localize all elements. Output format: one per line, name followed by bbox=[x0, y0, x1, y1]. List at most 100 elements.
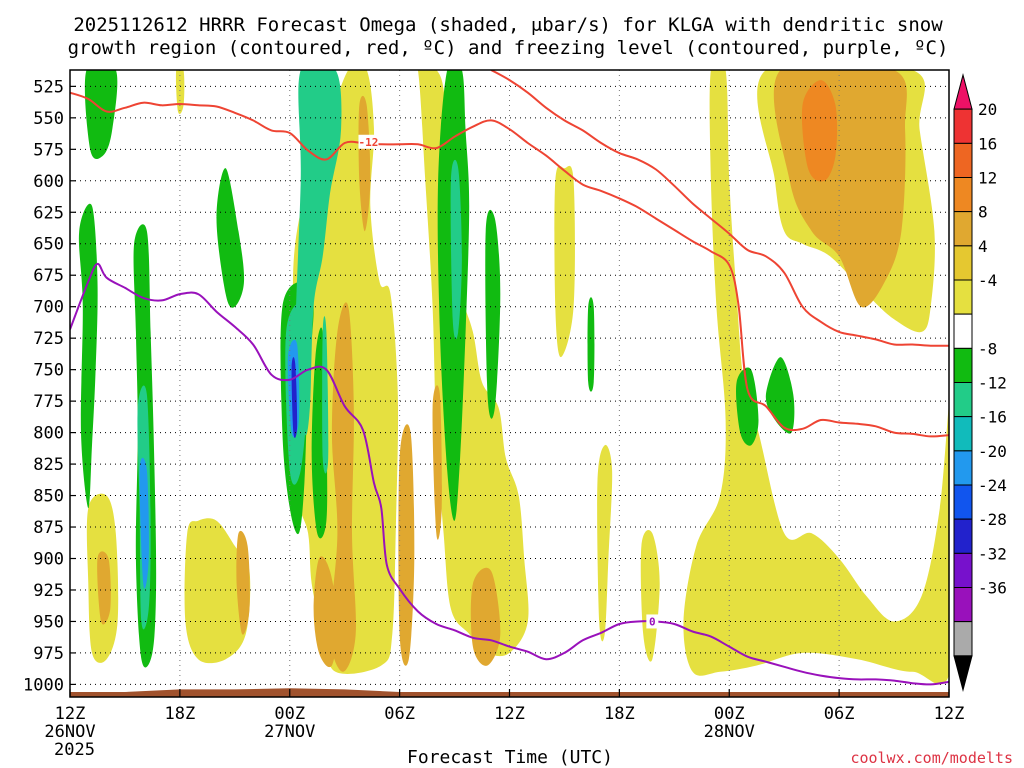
colorbar-bin-2 bbox=[953, 142, 973, 178]
colorbar-bin-12 bbox=[953, 484, 973, 520]
dgz-contour-1 bbox=[490, 70, 949, 347]
colorbar-bin-0 bbox=[953, 73, 973, 110]
colorbar-label-10: -24 bbox=[978, 476, 1007, 495]
colorbar-label-4: 4 bbox=[978, 237, 988, 256]
omega-region-13 bbox=[329, 302, 356, 672]
dgz-label-bg bbox=[358, 134, 379, 149]
y-tick-label-900: 900 bbox=[33, 550, 64, 570]
omega-region-5 bbox=[554, 165, 575, 358]
y-tick-label-850: 850 bbox=[33, 487, 64, 507]
omega-region-7 bbox=[640, 530, 660, 662]
colorbar-label-6: -8 bbox=[978, 339, 997, 358]
colorbar-label-12: -32 bbox=[978, 544, 1007, 563]
omega-region-16 bbox=[236, 530, 250, 635]
y-tick-label-650: 650 bbox=[33, 235, 64, 255]
colorbar-bin-3 bbox=[953, 177, 973, 213]
dgz-contour-label: -12 bbox=[359, 136, 379, 149]
y-tick-label-750: 750 bbox=[33, 361, 64, 381]
plot-area: -12 0 bbox=[70, 70, 949, 697]
colorbar-label-7: -12 bbox=[978, 374, 1007, 393]
y-tick-label-825: 825 bbox=[33, 455, 64, 475]
colorbar-label-13: -36 bbox=[978, 579, 1007, 598]
y-tick-label-625: 625 bbox=[33, 203, 64, 223]
y-tick-label-525: 525 bbox=[33, 77, 64, 97]
x-tick-label-6: 18Z bbox=[165, 704, 196, 724]
y-tick-label-675: 675 bbox=[33, 266, 64, 286]
y-tick-label-700: 700 bbox=[33, 298, 64, 318]
colorbar-bin-4 bbox=[953, 211, 973, 247]
colorbar-label-11: -28 bbox=[978, 510, 1007, 529]
colorbar-bin-6 bbox=[953, 279, 973, 315]
omega-region-28 bbox=[485, 209, 501, 419]
omega-region-14 bbox=[313, 556, 338, 668]
chart-title-line2: growth region (contoured, red, ºC) and f… bbox=[68, 37, 949, 59]
y-tick-label-800: 800 bbox=[33, 424, 64, 444]
y-tick-label-600: 600 bbox=[33, 172, 64, 192]
x-tick-label-42: 06Z bbox=[824, 704, 855, 724]
omega-region-12 bbox=[358, 95, 371, 232]
colorbar-bin-16 bbox=[953, 621, 973, 657]
colorbar-bin-15 bbox=[953, 587, 973, 623]
omega-region-11 bbox=[801, 80, 838, 182]
x-tick-label-12: 00Z bbox=[274, 704, 305, 724]
omega-region-0 bbox=[175, 70, 185, 114]
x-tick-label-24: 12Z bbox=[494, 704, 525, 724]
colorbar-label-1: 16 bbox=[978, 134, 997, 153]
x-axis-label: Forecast Time (UTC) bbox=[407, 747, 613, 768]
colorbar-label-8: -16 bbox=[978, 408, 1007, 427]
dgz-contour-0 bbox=[70, 91, 949, 438]
x-tick-label-48: 12Z bbox=[934, 704, 965, 724]
y-tick-label-925: 925 bbox=[33, 581, 64, 601]
omega-region-21 bbox=[78, 203, 98, 509]
freezing-label-bg bbox=[646, 614, 659, 629]
y-tick-label-550: 550 bbox=[33, 109, 64, 129]
x-tick-date-0: 26NOV bbox=[44, 722, 95, 742]
colorbar-label-3: 8 bbox=[978, 203, 988, 222]
colorbar-bin-10 bbox=[953, 416, 973, 452]
x-tick-label-0: 12Z bbox=[55, 704, 86, 724]
omega-region-37 bbox=[450, 159, 462, 340]
y-tick-label-975: 975 bbox=[33, 644, 64, 664]
omega-region-8 bbox=[683, 70, 949, 685]
omega-region-17 bbox=[97, 551, 111, 625]
y-tick-label-1000: 1000 bbox=[23, 675, 64, 695]
x-tick-label-30: 18Z bbox=[604, 704, 635, 724]
omega-region-23 bbox=[216, 168, 245, 308]
x-tick-date-36: 28NOV bbox=[704, 722, 755, 742]
y-tick-label-950: 950 bbox=[33, 612, 64, 632]
colorbar-bin-13 bbox=[953, 518, 973, 554]
x-tick-year-0: 2025 bbox=[54, 740, 95, 760]
omega-region-6 bbox=[597, 444, 613, 642]
colorbar-bin-1 bbox=[953, 108, 973, 144]
y-tick-label-875: 875 bbox=[33, 518, 64, 538]
omega-region-38 bbox=[322, 316, 329, 474]
colorbar-bin-7 bbox=[953, 313, 973, 349]
x-tick-label-36: 00Z bbox=[714, 704, 745, 724]
freezing-contour-label: 0 bbox=[649, 615, 656, 628]
colorbar-label-5: -4 bbox=[978, 271, 997, 290]
colorbar-bin-8 bbox=[953, 347, 973, 383]
y-tick-label-775: 775 bbox=[33, 392, 64, 412]
freezing-level-contour bbox=[70, 262, 949, 686]
omega-region-18 bbox=[398, 424, 415, 666]
omega-region-33 bbox=[139, 457, 149, 589]
colorbar-bin-17 bbox=[953, 655, 973, 692]
colorbar-bin-14 bbox=[953, 552, 973, 588]
x-tick-label-18: 06Z bbox=[384, 704, 415, 724]
colorbar-label-0: 20 bbox=[978, 100, 997, 119]
credit-text: coolwx.com/modelts bbox=[850, 749, 1013, 767]
omega-region-19 bbox=[432, 385, 442, 540]
y-tick-label-725: 725 bbox=[33, 329, 64, 349]
y-tick-label-575: 575 bbox=[33, 140, 64, 160]
x-tick-date-12: 27NOV bbox=[264, 722, 315, 742]
omega-region-20 bbox=[84, 70, 118, 160]
colorbar-bin-5 bbox=[953, 245, 973, 281]
colorbar-bin-11 bbox=[953, 450, 973, 486]
colorbar-label-9: -20 bbox=[978, 442, 1007, 461]
chart-title-line1: 2025112612 HRRR Forecast Omega (shaded, … bbox=[73, 14, 943, 36]
omega-region-29 bbox=[587, 297, 595, 392]
colorbar-bin-9 bbox=[953, 382, 973, 418]
omega-region-30 bbox=[736, 367, 759, 446]
colorbar: 20 16 12 8 4 -4 -8 -12 -16 -20 -24 -28 -32 -36 bbox=[953, 73, 1007, 692]
